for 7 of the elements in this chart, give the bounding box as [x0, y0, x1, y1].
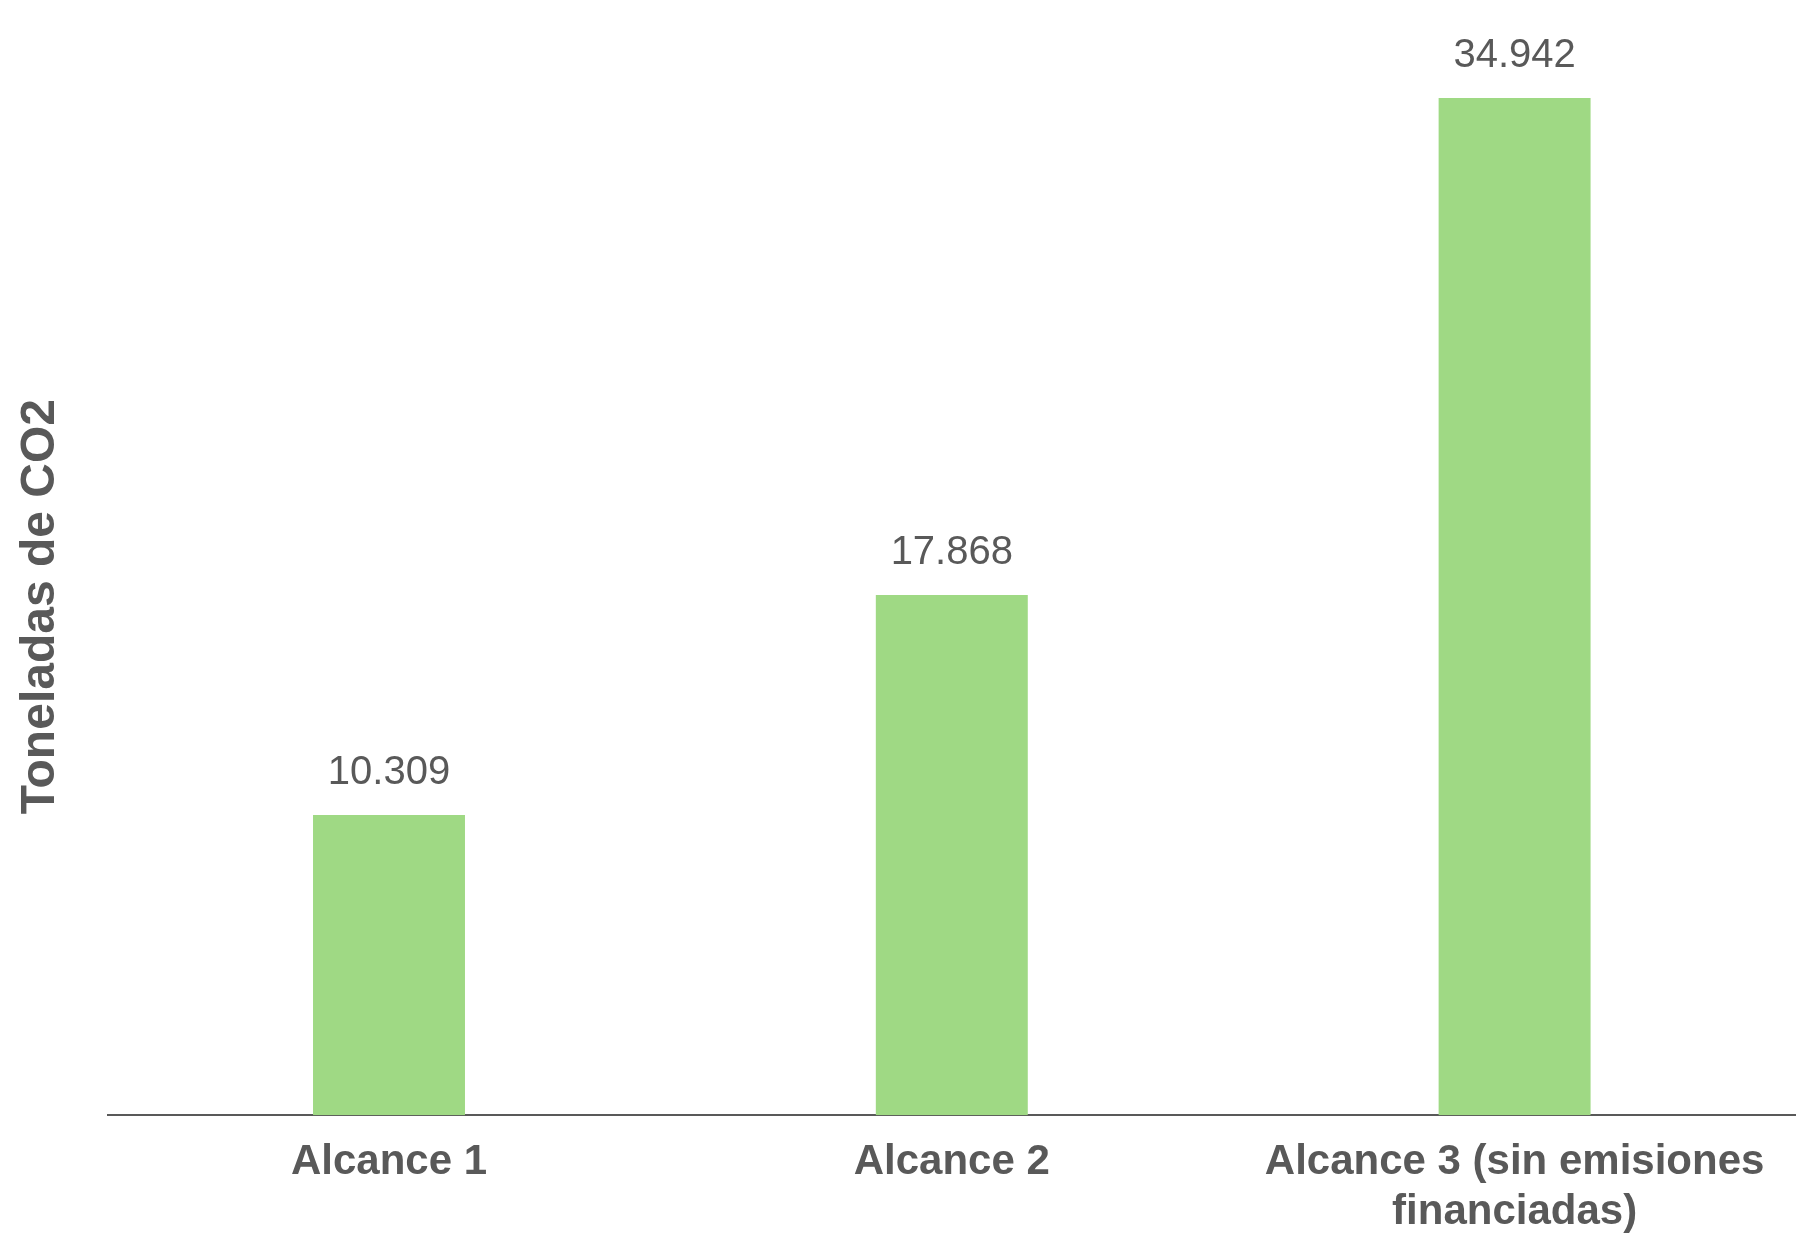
x-tick-label: Alcance 2 [853, 1135, 1050, 1183]
data-label: 10.309 [327, 748, 451, 793]
data-label: 17.868 [890, 528, 1013, 573]
y-axis-title: Toneladas de CO2 [11, 398, 65, 815]
x-tick-label: Alcance 3 (sin emisiones financiadas) [1264, 1135, 1765, 1234]
x-tick-label: Alcance 1 [290, 1135, 488, 1183]
data-label: 34.942 [1453, 31, 1576, 76]
